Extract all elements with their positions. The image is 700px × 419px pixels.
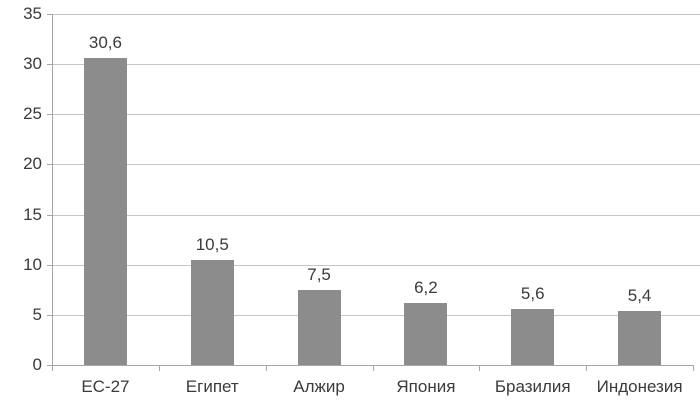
bar-value-label: 5,6 — [520, 283, 545, 303]
y-axis-tick — [47, 365, 52, 366]
gridline — [52, 14, 700, 15]
y-axis-tick — [47, 64, 52, 66]
x-axis-tick — [586, 366, 588, 371]
bar — [618, 310, 662, 365]
x-axis-tick — [479, 366, 481, 371]
gridline — [52, 64, 700, 66]
bar — [511, 308, 555, 365]
y-tick-label: 35 — [23, 4, 42, 23]
y-tick-label: 0 — [32, 355, 42, 374]
x-tick-label: Бразилия — [494, 377, 571, 396]
y-axis-tick — [47, 264, 52, 266]
bar-value-label: 7,5 — [307, 264, 331, 284]
gridline — [52, 264, 700, 266]
y-tick-label: 25 — [23, 104, 42, 124]
bar-value-label: 6,2 — [414, 277, 438, 297]
bar — [297, 289, 341, 365]
bar-value-label: 10,5 — [195, 234, 229, 254]
bar — [190, 259, 234, 365]
bar — [404, 302, 448, 365]
y-axis-line — [52, 14, 53, 366]
bar-value-label: 30,6 — [88, 33, 122, 53]
y-tick-label: 5 — [32, 304, 42, 324]
x-tick-label: Египет — [185, 377, 239, 396]
x-tick-label: Индонезия — [596, 377, 683, 396]
y-axis-tick — [47, 14, 52, 15]
bar-value-label: 5,4 — [627, 285, 652, 305]
y-tick-label: 15 — [23, 204, 42, 224]
x-axis-tick — [52, 366, 53, 371]
y-tick-label: 20 — [23, 154, 42, 174]
x-tick-label: Алжир — [293, 377, 345, 396]
gridline — [52, 164, 700, 166]
x-axis-tick — [693, 366, 694, 371]
y-axis-tick — [47, 214, 52, 216]
y-tick-label: 30 — [23, 54, 42, 74]
x-axis-tick — [265, 366, 267, 371]
bar — [83, 58, 127, 365]
y-tick-label: 10 — [23, 254, 42, 274]
gridline — [52, 314, 700, 316]
x-tick-label: ЕС-27 — [81, 377, 130, 396]
y-axis-tick — [47, 164, 52, 166]
x-axis-tick — [372, 366, 374, 371]
gridline — [52, 214, 700, 216]
y-axis-tick — [47, 114, 52, 116]
x-axis-tick — [158, 366, 160, 371]
y-axis-tick — [47, 314, 52, 316]
x-tick-label: Япония — [396, 377, 456, 396]
gridline — [52, 114, 700, 116]
x-axis-line — [52, 365, 694, 366]
